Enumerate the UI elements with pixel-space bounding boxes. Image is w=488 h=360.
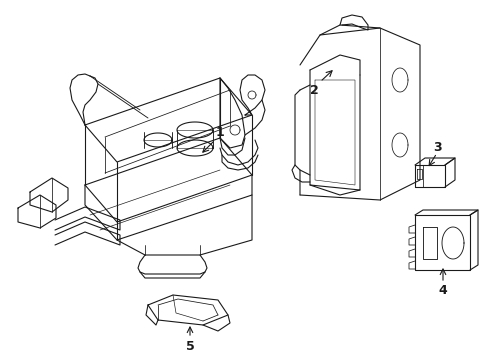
Text: 1: 1 xyxy=(215,126,224,139)
Text: 3: 3 xyxy=(432,140,440,153)
Text: 4: 4 xyxy=(438,284,447,297)
Text: 2: 2 xyxy=(309,84,318,96)
Text: 5: 5 xyxy=(185,341,194,354)
